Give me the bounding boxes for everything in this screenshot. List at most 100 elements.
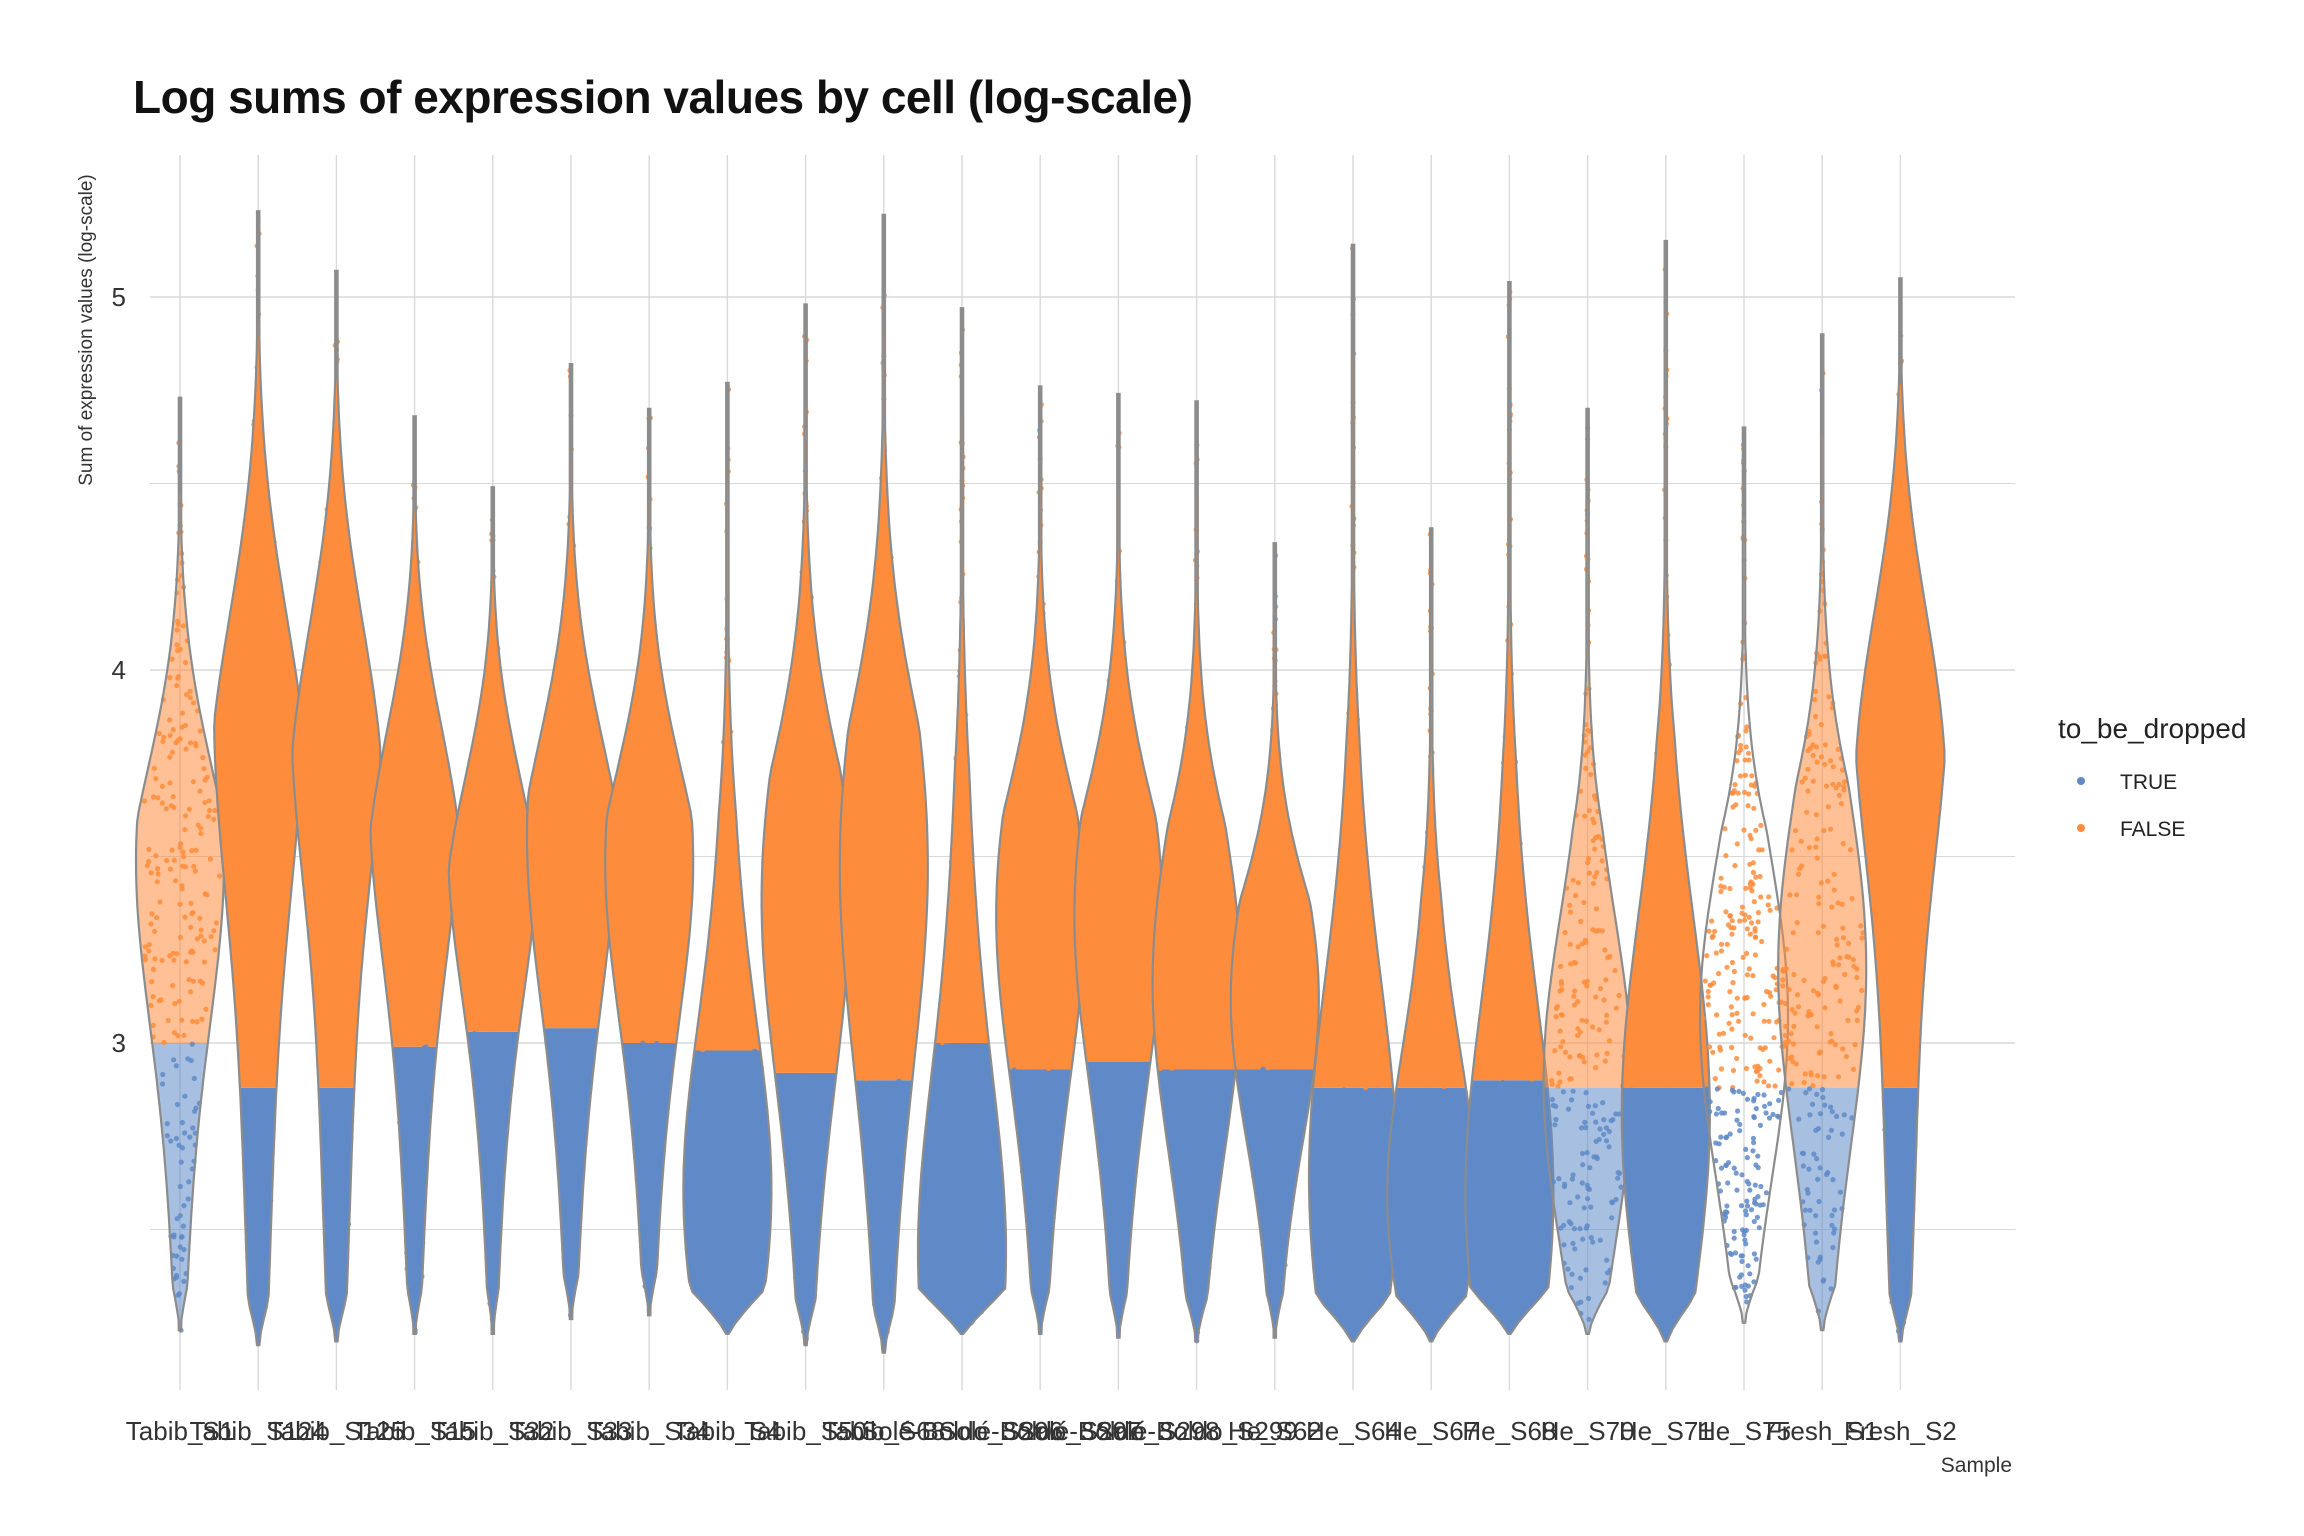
data-point [1714,1086,1720,1092]
data-point [567,707,574,713]
data-point [325,577,331,584]
data-point [891,755,897,761]
data-point [1112,1088,1118,1095]
data-point [1118,687,1124,693]
data-point [660,889,666,895]
data-point [491,1249,497,1255]
data-point [805,1075,811,1081]
data-point [427,952,433,958]
data-point [655,837,662,844]
data-point [424,769,430,775]
data-point [1535,1217,1541,1223]
data-point [712,970,718,976]
data-point [950,1128,956,1134]
data-point [1565,1266,1571,1272]
data-point [331,615,337,621]
data-point [489,954,495,960]
data-point [1453,1247,1459,1254]
data-point [960,1064,967,1070]
data-point [236,902,242,909]
data-point [1266,1286,1272,1292]
data-point [965,1158,971,1164]
violin-outline [291,269,382,1343]
data-point [1277,980,1284,987]
data-point [422,1094,428,1100]
data-point [801,1318,807,1324]
data-point [356,835,362,841]
data-point [716,1155,722,1161]
data-point [1561,1242,1567,1248]
data-point [1017,846,1023,852]
data-point [1344,1224,1350,1230]
data-point [632,786,638,792]
data-point [1615,1175,1621,1181]
data-point [401,999,407,1005]
data-point [1349,1134,1355,1140]
data-point [1117,1219,1124,1225]
data-point [652,1046,658,1052]
data-point [842,920,849,927]
data-point [1694,1171,1700,1177]
data-point [390,798,396,805]
data-point [1023,1173,1029,1179]
data-point [1262,1033,1268,1039]
data-point [1685,1004,1692,1011]
data-point [611,855,617,861]
data-point [569,1265,575,1271]
data-point [1164,866,1170,872]
data-point [818,710,824,717]
data-point [700,1047,706,1053]
data-point [1513,1235,1519,1241]
data-point [419,1162,425,1168]
data-point [1146,949,1152,955]
data-point [328,1101,334,1107]
data-point [728,1142,734,1148]
data-point [1486,1011,1492,1017]
data-point [633,1076,640,1082]
data-point [182,1093,188,1099]
data-point [805,957,811,963]
data-point [1629,1099,1635,1105]
data-point [1002,1001,1009,1007]
data-point [545,1023,551,1029]
data-point [1219,1087,1225,1094]
data-point [1182,849,1188,855]
data-point [150,1022,156,1028]
data-point [270,762,276,769]
data-point [1761,1092,1767,1098]
data-point [955,799,961,805]
data-point [482,1177,488,1183]
data-point [722,1150,728,1156]
data-point [272,779,278,785]
data-point [175,618,181,624]
data-point [838,1009,844,1015]
data-point [1123,972,1129,978]
data-point [1370,1013,1376,1019]
data-point [1297,1090,1303,1096]
data-point [404,827,410,833]
data-point [562,1078,568,1084]
data-point [1182,1062,1188,1069]
data-point [1257,1134,1263,1141]
data-point [1567,1200,1573,1206]
data-point [183,746,189,752]
data-point [870,776,876,782]
data-point [1024,1081,1030,1087]
data-point [726,1319,732,1325]
data-point [1737,773,1744,779]
data-point [187,695,193,701]
data-point [1521,1284,1527,1291]
data-point [535,777,541,783]
data-point [835,963,841,969]
data-point [1723,1162,1729,1168]
data-point [1492,1244,1499,1250]
data-point [268,1026,274,1032]
data-point [745,1083,752,1089]
data-point [1044,885,1050,891]
data-point [1267,855,1273,861]
data-point [258,759,265,766]
data-point [868,691,874,698]
data-point [1288,1076,1294,1082]
data-point [1290,1137,1296,1143]
data-point [1581,979,1587,985]
